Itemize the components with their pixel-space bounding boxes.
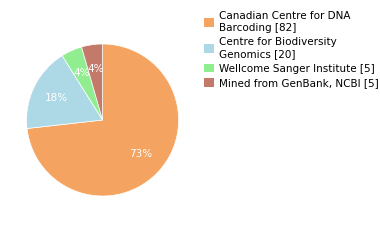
Wedge shape (82, 44, 103, 120)
Legend: Canadian Centre for DNA
Barcoding [82], Centre for Biodiversity
Genomics [20], W: Canadian Centre for DNA Barcoding [82], … (203, 10, 380, 89)
Text: 18%: 18% (44, 93, 68, 102)
Text: 73%: 73% (130, 150, 153, 159)
Text: 4%: 4% (87, 64, 104, 74)
Wedge shape (62, 47, 103, 120)
Wedge shape (27, 44, 179, 196)
Wedge shape (27, 56, 103, 128)
Text: 4%: 4% (73, 68, 90, 78)
